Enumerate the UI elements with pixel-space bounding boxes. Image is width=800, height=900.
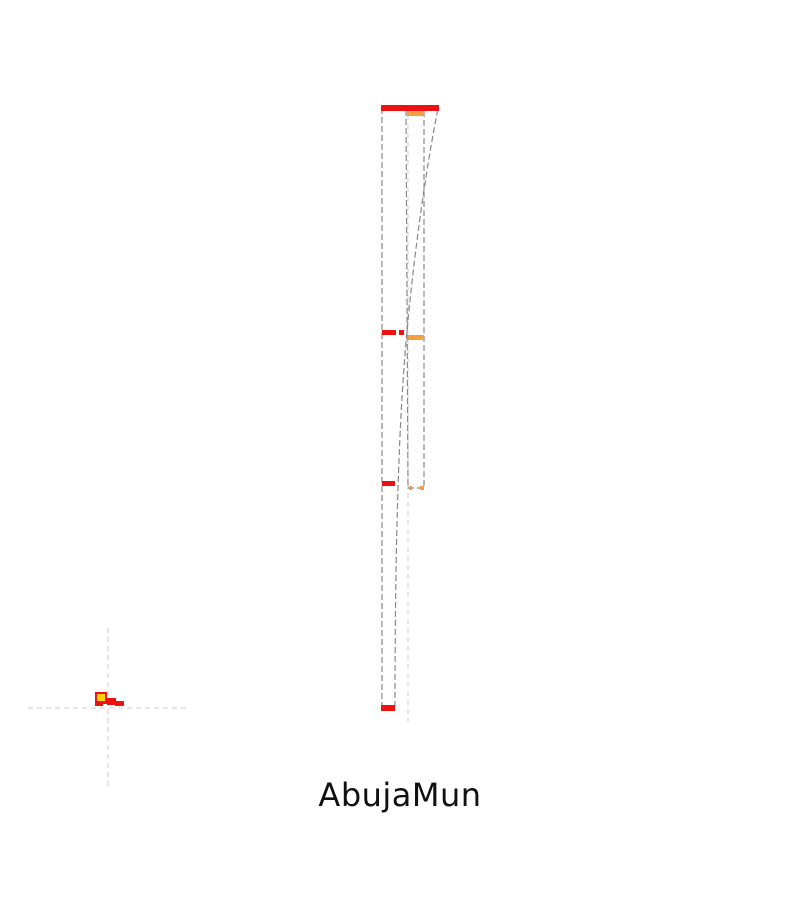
- overview-yellow-block: [97, 694, 105, 701]
- crosshair-guides: [28, 106, 409, 790]
- overview-red-end: [115, 701, 124, 706]
- overview-red-tail: [106, 698, 116, 705]
- overview-map-glyph: [95, 692, 124, 708]
- lower-secondary-tick-left: [409, 486, 412, 490]
- map-caption: AbujaMun: [318, 776, 482, 814]
- top-marker-bar: [381, 105, 439, 111]
- secondary-markers: [407, 111, 424, 490]
- top-secondary-bar: [407, 111, 424, 116]
- middle-marker-tick: [399, 330, 404, 335]
- bottom-marker-bar: [381, 705, 395, 711]
- middle-secondary-bar: [408, 335, 424, 340]
- boundary-outlines: [381, 107, 439, 708]
- lower-secondary-tick-right: [420, 486, 424, 490]
- overview-white-gap: [103, 704, 107, 708]
- inner-boundary-shape: [405, 109, 425, 489]
- lower-marker-bar: [382, 481, 395, 486]
- middle-marker-bar: [382, 330, 396, 335]
- outer-boundary-shape: [381, 107, 439, 708]
- primary-markers: [381, 105, 439, 711]
